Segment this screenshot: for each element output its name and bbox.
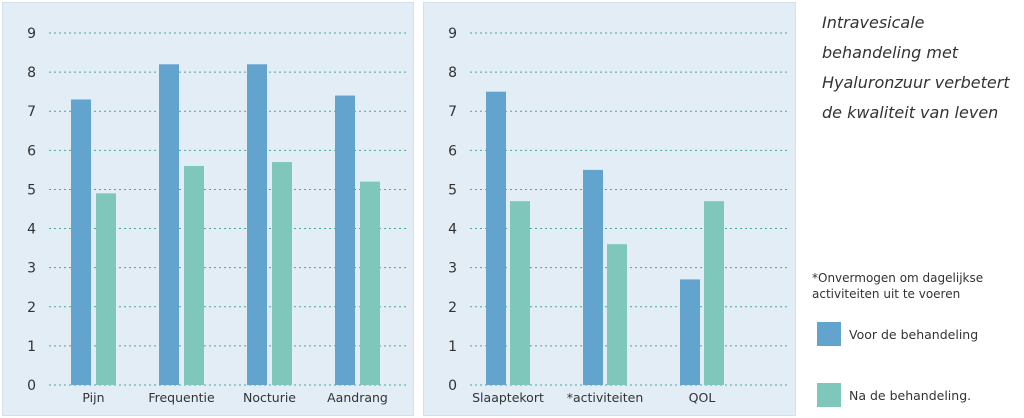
y-tick-label: 6 [448,143,457,159]
bar-nocturie-after [272,162,292,385]
chart-panel-quality-of-life: 0 1 2 3 4 5 6 7 8 9 Slaaptekort *activiteiten QOL [423,2,796,416]
x-category-label: Slaaptekort [472,390,544,405]
y-tick-label: 9 [448,26,457,42]
bar-slaaptekort-before [486,91,506,386]
y-tick-label: 9 [27,26,36,42]
y-tick-label: 1 [448,339,457,355]
bar-aandrang-after [360,181,380,385]
y-tick-label: 0 [27,378,36,394]
legend-swatch-before [817,322,841,346]
y-tick-label: 5 [448,182,457,198]
x-category-label: *activiteiten [567,390,644,405]
legend-item-before: Voor de behandeling [817,322,978,346]
bar-activiteiten-before [583,169,603,385]
bar-nocturie-before [247,64,267,386]
x-category-label: Nocturie [243,390,296,405]
y-tick-label: 4 [448,222,457,238]
bar-chart-symptoms: 0 1 2 3 4 5 6 7 8 9 Pijn Frequentie Nocturie Aandrang [27,26,407,405]
legend-item-after: Na de behandeling. [817,383,971,407]
y-tick-label: 2 [448,300,457,316]
y-tick-label: 5 [27,182,36,198]
bar-frequentie-after [184,165,204,385]
y-tick-label: 8 [448,65,457,81]
y-tick-label: 4 [27,222,36,238]
y-tick-label: 8 [27,65,36,81]
bar-qol-before [680,279,700,385]
y-tick-label: 6 [27,143,36,159]
bar-pijn-after [96,193,116,385]
y-tick-label: 1 [27,339,36,355]
footnote: *Onvermogen om dagelijkse activiteiten u… [812,271,984,301]
chart-panel-symptoms: 0 1 2 3 4 5 6 7 8 9 Pijn Frequentie Nocturie Aandrang [2,2,414,416]
y-tick-label: 7 [448,104,457,120]
legend-label-after: Na de behandeling. [849,387,972,403]
bar-chart-quality-of-life: 0 1 2 3 4 5 6 7 8 9 Slaaptekort *activiteiten QOL [448,26,790,405]
bar-qol-after [704,201,724,385]
y-tick-label: 7 [27,104,36,120]
y-tick-label: 3 [448,261,457,277]
bar-slaaptekort-after [510,201,530,385]
y-tick-label: 3 [27,261,36,277]
chart-title: Intravesicale behandeling met Hyaluronzu… [822,13,1010,122]
bar-aandrang-before [335,95,355,386]
x-category-label: Pijn [82,390,104,405]
y-tick-label: 2 [27,300,36,316]
legend-swatch-after [817,383,841,407]
legend-label-before: Voor de behandeling [849,326,979,342]
y-tick-label: 0 [448,378,457,394]
bar-pijn-before [71,99,91,385]
x-category-label: QOL [689,390,716,405]
x-category-label: Frequentie [148,390,215,405]
bar-frequentie-before [159,64,179,386]
x-category-label: Aandrang [327,390,388,405]
bar-activiteiten-after [607,244,627,385]
